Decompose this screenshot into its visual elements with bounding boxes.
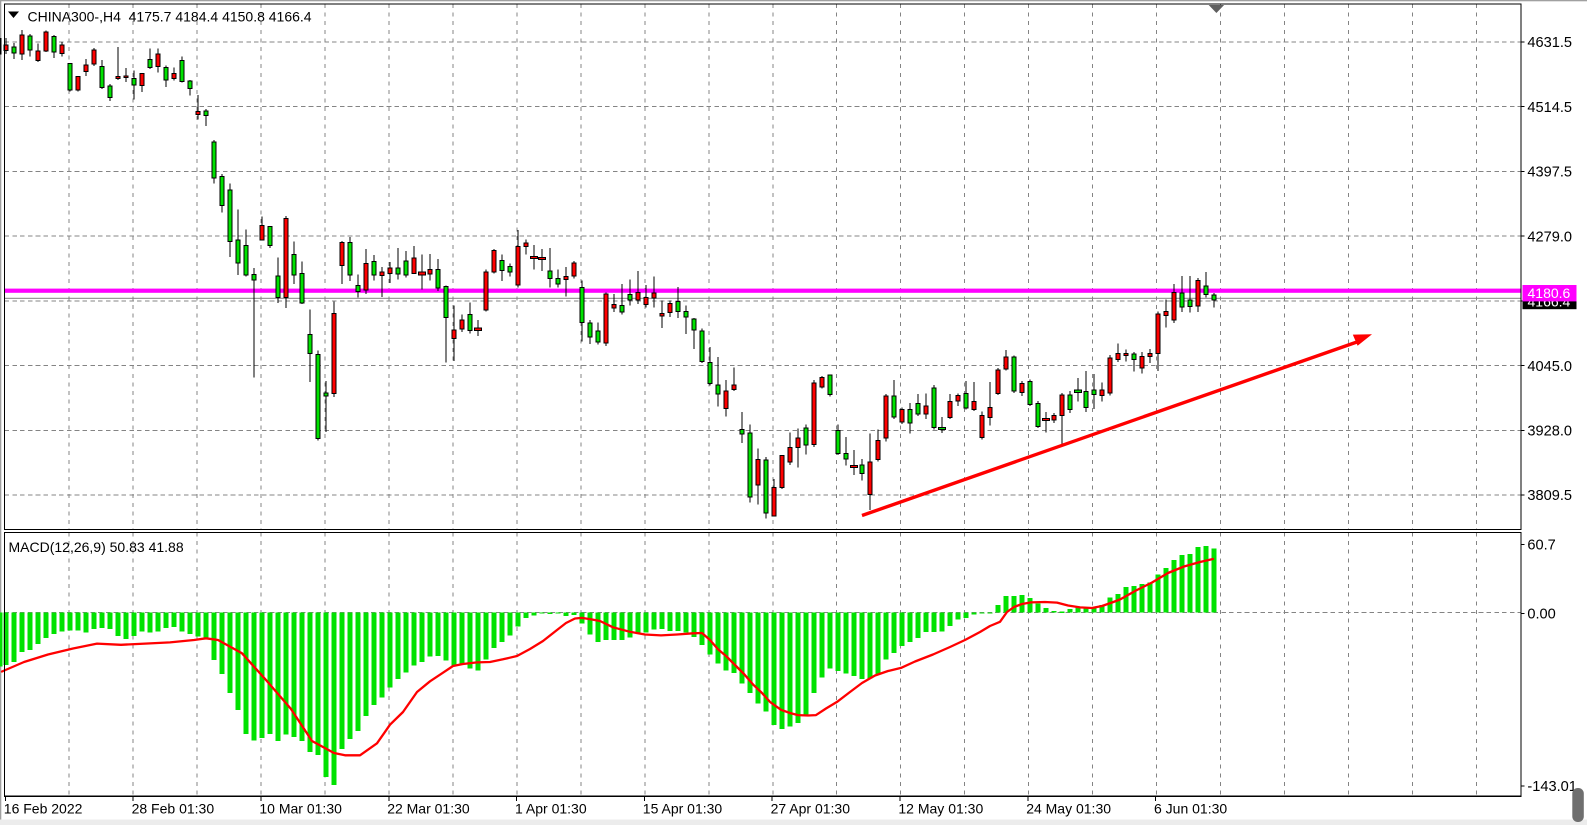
- svg-text:27 Apr 01:30: 27 Apr 01:30: [771, 801, 851, 817]
- svg-text:28 Feb 01:30: 28 Feb 01:30: [132, 801, 215, 817]
- svg-text:22 Mar 01:30: 22 Mar 01:30: [387, 801, 470, 817]
- svg-text:1 Apr 01:30: 1 Apr 01:30: [515, 801, 587, 817]
- svg-text:6 Jun 01:30: 6 Jun 01:30: [1154, 801, 1227, 817]
- svg-text:10 Mar 01:30: 10 Mar 01:30: [259, 801, 342, 817]
- svg-text:3809.5: 3809.5: [1527, 488, 1572, 504]
- svg-text:60.7: 60.7: [1527, 538, 1555, 554]
- svg-text:-143.01: -143.01: [1527, 779, 1577, 795]
- svg-text:12 May 01:30: 12 May 01:30: [898, 801, 983, 817]
- svg-text:4397.5: 4397.5: [1527, 165, 1572, 181]
- svg-text:0.00: 0.00: [1527, 607, 1555, 623]
- svg-text:4279.0: 4279.0: [1527, 229, 1572, 245]
- svg-text:MACD(12,26,9) 50.83 41.88: MACD(12,26,9) 50.83 41.88: [9, 539, 184, 555]
- svg-text:CHINA300-,H4 4175.7 4184.4 41: CHINA300-,H4 4175.7 4184.4 4150.8 4166.4: [28, 8, 312, 24]
- svg-text:4045.0: 4045.0: [1527, 359, 1572, 375]
- svg-text:4631.5: 4631.5: [1527, 35, 1572, 51]
- svg-text:4514.5: 4514.5: [1527, 100, 1572, 116]
- svg-text:15 Apr 01:30: 15 Apr 01:30: [643, 801, 723, 817]
- svg-text:24 May 01:30: 24 May 01:30: [1026, 801, 1111, 817]
- svg-text:4180.6: 4180.6: [1528, 285, 1571, 301]
- svg-text:3928.0: 3928.0: [1527, 424, 1572, 440]
- svg-text:16 Feb 2022: 16 Feb 2022: [4, 801, 83, 817]
